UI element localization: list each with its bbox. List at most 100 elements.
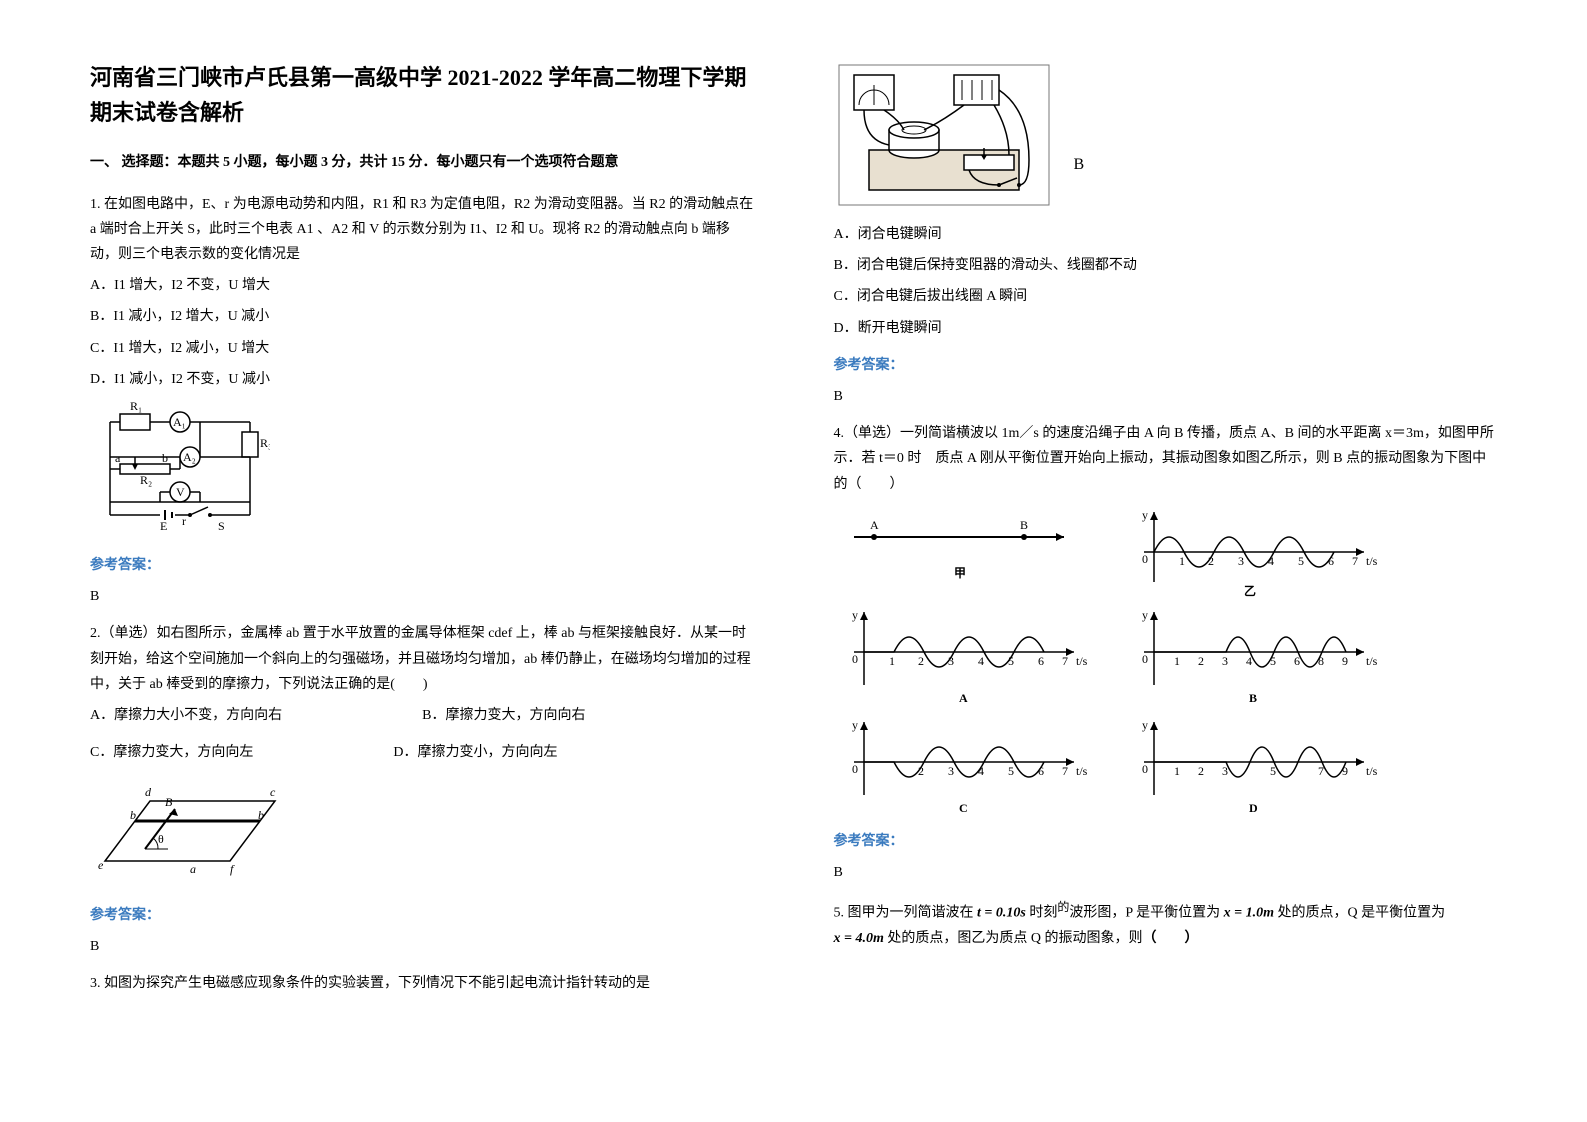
q3-stem: 3. 如图为探究产生电磁感应现象条件的实验装置，下列情况下不能引起电流计指针转动… xyxy=(90,971,754,996)
svg-text:7: 7 xyxy=(1352,554,1358,568)
q1-option-a: A．I1 增大，I2 不变，U 增大 xyxy=(90,273,754,298)
svg-text:b: b xyxy=(258,808,264,822)
svg-text:5: 5 xyxy=(1298,554,1304,568)
exam-title: 河南省三门峡市卢氏县第一高级中学 2021-2022 学年高二物理下学期期末试卷… xyxy=(90,60,754,130)
svg-text:t/s: t/s xyxy=(1366,764,1378,778)
svg-text:B: B xyxy=(165,795,173,809)
q5-t: t = 0.10s xyxy=(974,906,1030,921)
svg-text:y: y xyxy=(1142,718,1148,732)
q1-option-d: D．I1 减小，I2 不变，U 减小 xyxy=(90,367,754,392)
q3-option-a: A．闭合电键瞬间 xyxy=(834,222,1498,247)
svg-text:S: S xyxy=(218,519,225,532)
svg-text:y: y xyxy=(1142,508,1148,522)
svg-text:4: 4 xyxy=(978,654,984,668)
svg-text:5: 5 xyxy=(1008,764,1014,778)
svg-text:0: 0 xyxy=(1142,552,1148,566)
q1-option-b: B．I1 减小，I2 增大，U 减小 xyxy=(90,304,754,329)
svg-text:6: 6 xyxy=(1328,554,1334,568)
svg-text:t/s: t/s xyxy=(1076,764,1088,778)
svg-text:f: f xyxy=(230,862,235,876)
svg-text:6: 6 xyxy=(1294,654,1300,668)
q2-stem: 2.（单选）如右图所示，金属棒 ab 置于水平放置的金属导体框架 cdef 上，… xyxy=(90,621,754,697)
svg-text:R₃: R₃ xyxy=(260,436,270,450)
svg-text:2: 2 xyxy=(918,654,924,668)
svg-text:R₂: R₂ xyxy=(140,473,152,487)
q5-stem-p5: 处的质点，图乙为质点 Q 的振动图象，则 xyxy=(887,931,1142,946)
q2-answer-label: 参考答案： xyxy=(90,903,754,928)
svg-text:0: 0 xyxy=(852,652,858,666)
svg-text:B: B xyxy=(1020,518,1028,532)
q5-stem-p1: 5. 图甲为一列简谐波在 xyxy=(834,906,974,921)
question-3-options: A．闭合电键瞬间 B．闭合电键后保持变阻器的滑动头、线圈都不动 C．闭合电键后拔… xyxy=(834,222,1498,409)
q3-apparatus-figure: B xyxy=(834,60,1498,210)
svg-text:3: 3 xyxy=(948,654,954,668)
svg-text:6: 6 xyxy=(1038,654,1044,668)
svg-text:2: 2 xyxy=(918,764,924,778)
svg-text:V: V xyxy=(176,485,185,499)
svg-text:3: 3 xyxy=(1222,764,1228,778)
q4-stem: 4.（单选）一列简谐横波以 1m／s 的速度沿绳子由 A 向 B 传播，质点 A… xyxy=(834,421,1498,497)
svg-text:t/s: t/s xyxy=(1076,654,1088,668)
svg-text:b: b xyxy=(162,451,168,465)
section-1-header: 一、 选择题：本题共 5 小题，每小题 3 分，共计 15 分．每小题只有一个选… xyxy=(90,150,754,175)
svg-text:甲: 甲 xyxy=(954,566,966,580)
q1-option-c: C．I1 增大，I2 减小，U 增大 xyxy=(90,336,754,361)
question-3-stem: 3. 如图为探究产生电磁感应现象条件的实验装置，下列情况下不能引起电流计指针转动… xyxy=(90,971,754,996)
svg-text:r: r xyxy=(182,514,186,528)
svg-text:c: c xyxy=(270,785,276,799)
svg-text:D: D xyxy=(1249,801,1258,815)
svg-text:1: 1 xyxy=(1179,554,1185,568)
q1-answer-label: 参考答案： xyxy=(90,553,754,578)
svg-text:C: C xyxy=(959,801,968,815)
svg-text:a: a xyxy=(190,862,196,876)
svg-text:9: 9 xyxy=(1342,764,1348,778)
q3-option-d: D．断开电键瞬间 xyxy=(834,316,1498,341)
svg-text:A₁: A₁ xyxy=(173,415,186,429)
question-1: 1. 在如图电路中，E、r 为电源电动势和内阻，R1 和 R3 为定值电阻，R2… xyxy=(90,192,754,610)
svg-text:2: 2 xyxy=(1198,654,1204,668)
svg-text:3: 3 xyxy=(948,764,954,778)
q1-circuit-figure: R₁ A₁ R₃ a R₂ b xyxy=(90,402,754,541)
left-column: 河南省三门峡市卢氏县第一高级中学 2021-2022 学年高二物理下学期期末试卷… xyxy=(90,60,794,1062)
q4-options-row1: y 0 123 456 7t/s A y 0 123 xyxy=(834,607,1498,707)
q5-x2: x = 4.0m xyxy=(834,931,888,946)
svg-text:0: 0 xyxy=(1142,762,1148,776)
q2-option-d: D．摩擦力变小，方向向左 xyxy=(393,740,557,765)
q3-option-b: B．闭合电键后保持变阻器的滑动头、线圈都不动 xyxy=(834,253,1498,278)
svg-text:3: 3 xyxy=(1238,554,1244,568)
svg-text:A: A xyxy=(959,691,968,705)
svg-text:7: 7 xyxy=(1318,764,1324,778)
q3-answer-label: 参考答案： xyxy=(834,353,1498,378)
svg-text:5: 5 xyxy=(1008,654,1014,668)
svg-text:乙: 乙 xyxy=(1244,584,1256,597)
svg-text:7: 7 xyxy=(1062,764,1068,778)
svg-text:1: 1 xyxy=(1174,654,1180,668)
right-column: B A．闭合电键瞬间 B．闭合电键后保持变阻器的滑动头、线圈都不动 C．闭合电键… xyxy=(794,60,1498,1062)
svg-text:5: 5 xyxy=(1270,654,1276,668)
svg-text:d: d xyxy=(145,785,152,799)
svg-text:8: 8 xyxy=(1318,654,1324,668)
q4-options-row2: y 0 234 567 t/s C y 0 123 xyxy=(834,717,1498,817)
svg-text:6: 6 xyxy=(1038,764,1044,778)
svg-text:A₂: A₂ xyxy=(183,450,196,464)
question-2: 2.（单选）如右图所示，金属棒 ab 置于水平放置的金属导体框架 cdef 上，… xyxy=(90,621,754,959)
svg-text:5: 5 xyxy=(1270,764,1276,778)
svg-text:4: 4 xyxy=(1268,554,1274,568)
svg-text:1: 1 xyxy=(889,654,895,668)
q5-paren: （ ） xyxy=(1142,931,1198,946)
q4-answer: B xyxy=(834,860,1498,885)
svg-text:2: 2 xyxy=(1208,554,1214,568)
svg-text:1: 1 xyxy=(1174,764,1180,778)
q2-answer: B xyxy=(90,934,754,959)
q4-answer-label: 参考答案： xyxy=(834,829,1498,854)
svg-text:t/s: t/s xyxy=(1366,554,1378,568)
q2-frame-figure: B θ d c e f b a b xyxy=(90,781,754,890)
svg-text:a: a xyxy=(115,451,121,465)
svg-text:0: 0 xyxy=(1142,652,1148,666)
svg-text:9: 9 xyxy=(1342,654,1348,668)
svg-text:y: y xyxy=(852,718,858,732)
q5-stem-p2: 时刻 xyxy=(1029,906,1057,921)
q5-stem-p3: 波形图，P 是平衡位置为 xyxy=(1069,906,1220,921)
q1-stem: 1. 在如图电路中，E、r 为电源电动势和内阻，R1 和 R3 为定值电阻，R2… xyxy=(90,192,754,268)
svg-text:E: E xyxy=(160,519,167,532)
